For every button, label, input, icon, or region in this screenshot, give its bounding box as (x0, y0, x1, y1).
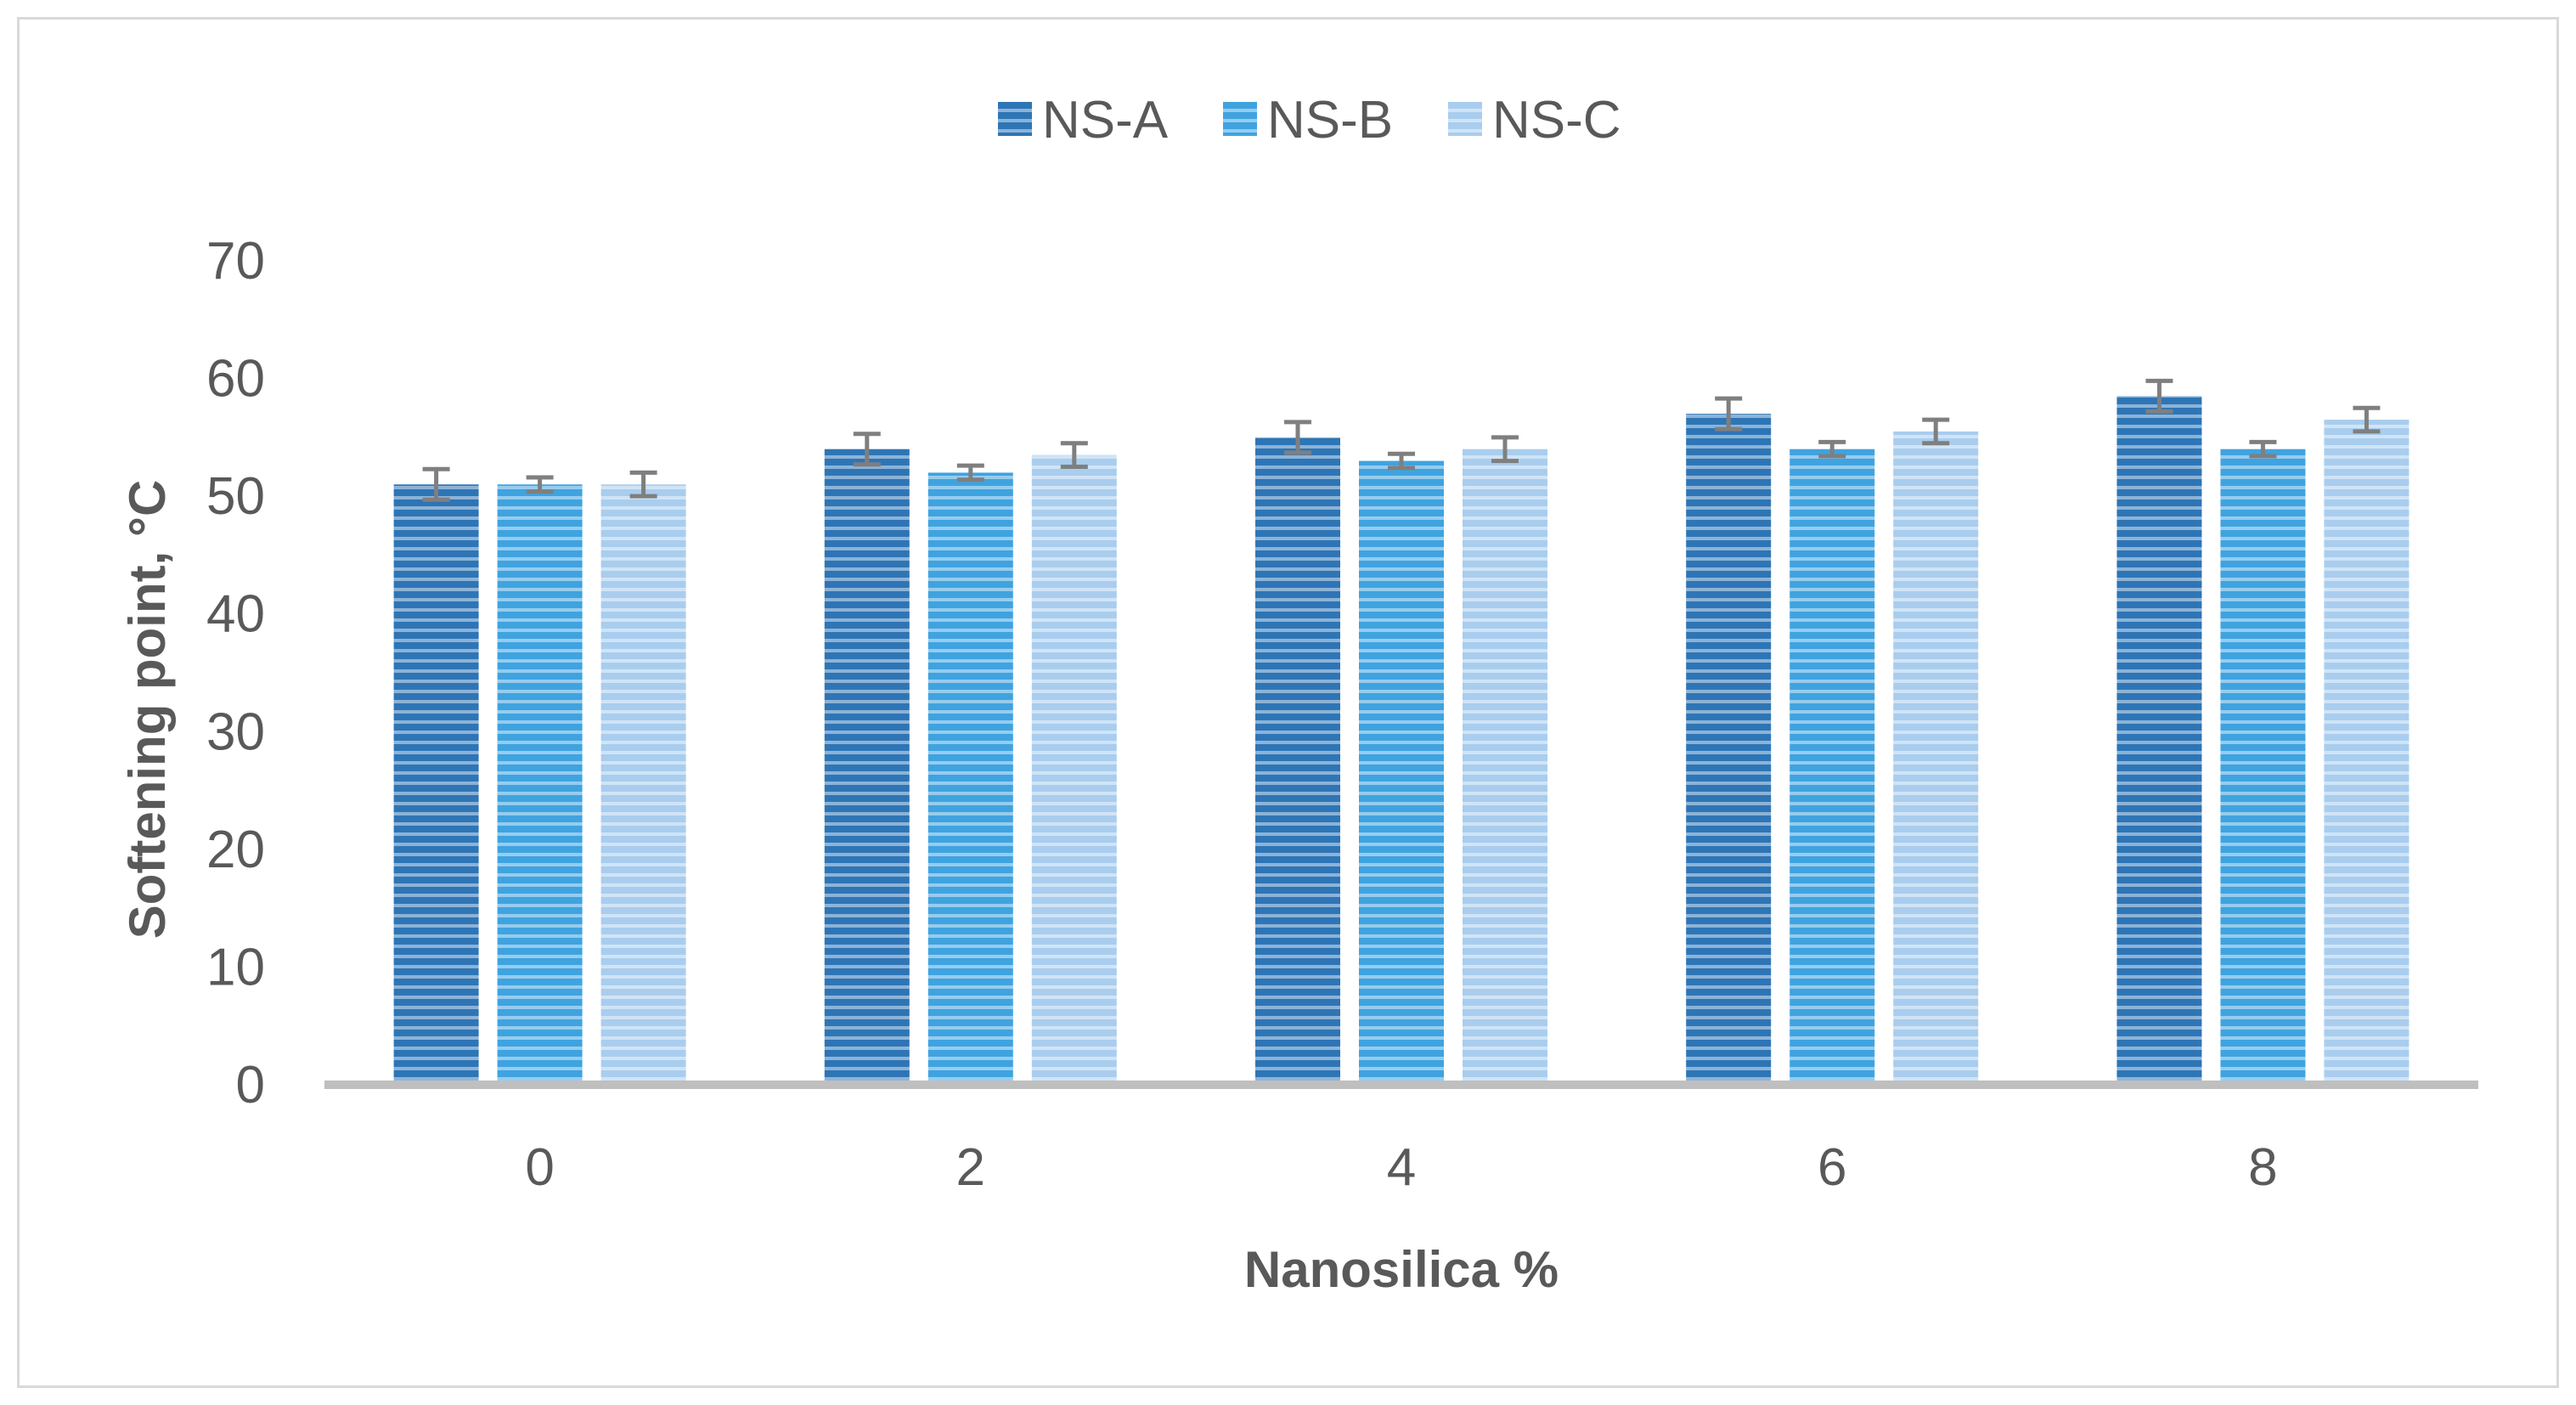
x-tick-label: 2 (956, 1138, 985, 1197)
error-bars (422, 378, 2381, 502)
legend-label: NS-A (1042, 91, 1169, 150)
legend-label: NS-C (1492, 91, 1621, 150)
bar-ns-b-4 (1359, 460, 1444, 1085)
error-bar-ns-b-4 (1388, 451, 1415, 471)
error-bar-ns-a-0 (422, 466, 450, 502)
legend: NS-A NS-B NS-C (998, 91, 1621, 150)
error-bar-ns-b-2 (956, 463, 984, 482)
error-bar-ns-b-0 (526, 475, 554, 494)
error-bar-ns-a-8 (2145, 378, 2173, 414)
error-bar-ns-b-6 (1818, 439, 1846, 459)
y-axis-title: Softening point, °C (119, 480, 176, 939)
legend-item-ns-c: NS-C (1448, 91, 1621, 150)
bar-ns-a-2 (824, 449, 910, 1085)
legend-swatch-ns-b (1223, 102, 1257, 136)
legend-swatch-ns-a (998, 102, 1032, 136)
bar-ns-b-0 (497, 484, 583, 1085)
y-axis-ticks: 0 10 20 30 40 50 60 70 (206, 232, 265, 1114)
y-tick-label: 70 (206, 232, 265, 291)
bar-ns-c-4 (1463, 449, 1547, 1085)
bar-ns-c-2 (1031, 454, 1117, 1085)
y-tick-label: 10 (206, 938, 265, 996)
bar-ns-c-8 (2324, 420, 2410, 1086)
bar-ns-a-6 (1686, 414, 1772, 1086)
error-bar-ns-c-2 (1060, 441, 1088, 469)
bars (393, 396, 2410, 1086)
error-bar-ns-c-4 (1491, 435, 1519, 464)
bar-ns-a-8 (2117, 396, 2202, 1085)
x-tick-label: 0 (525, 1138, 554, 1197)
error-bar-ns-c-8 (2353, 405, 2381, 434)
bar-ns-a-4 (1255, 437, 1340, 1085)
x-tick-label: 6 (1818, 1138, 1846, 1197)
x-tick-label: 4 (1387, 1138, 1416, 1197)
y-tick-label: 50 (206, 467, 265, 526)
error-bar-ns-b-8 (2249, 439, 2277, 459)
legend-item-ns-b: NS-B (1223, 91, 1393, 150)
bar-ns-c-0 (600, 484, 686, 1085)
error-bar-ns-c-0 (629, 470, 657, 499)
error-bar-ns-c-6 (1922, 417, 1950, 446)
y-tick-label: 40 (206, 585, 265, 644)
bar-ns-b-8 (2220, 449, 2306, 1085)
legend-label: NS-B (1267, 91, 1393, 150)
x-axis-ticks: 0 2 4 6 8 (525, 1138, 2277, 1197)
bar-ns-b-2 (927, 472, 1013, 1085)
error-bar-ns-a-6 (1715, 396, 1743, 432)
x-axis-title: Nanosilica % (1244, 1241, 1559, 1298)
bar-ns-b-6 (1790, 449, 1875, 1085)
bar-ns-c-6 (1893, 431, 1979, 1085)
y-tick-label: 30 (206, 702, 265, 761)
legend-swatch-ns-c (1448, 102, 1482, 136)
y-tick-label: 60 (206, 350, 265, 409)
y-tick-label: 20 (206, 821, 265, 879)
bar-ns-a-0 (393, 484, 479, 1085)
x-tick-label: 8 (2248, 1138, 2277, 1197)
y-tick-label: 0 (236, 1056, 265, 1114)
error-bar-ns-a-2 (853, 432, 881, 467)
error-bar-ns-a-4 (1284, 420, 1311, 455)
legend-item-ns-a: NS-A (998, 91, 1169, 150)
